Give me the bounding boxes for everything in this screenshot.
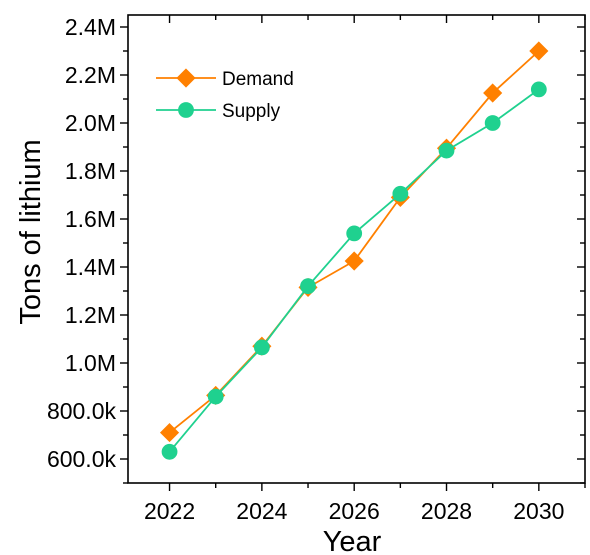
legend-item-demand: Demand (156, 68, 294, 90)
data-point (159, 423, 180, 443)
y-tick-label: 1.6M (65, 206, 116, 232)
y-tick-label: 1.4M (65, 254, 116, 280)
y-tick-label: 2.4M (65, 14, 116, 40)
data-point (344, 251, 364, 271)
legend-label: Demand (222, 69, 294, 90)
y-tick-label: 1.2M (65, 302, 116, 328)
y-tick-label: 2.0M (65, 110, 116, 136)
data-point (161, 443, 178, 460)
y-tick-label: 1.8M (65, 158, 116, 184)
axes: 2022 2024 2026 2028 2030 600.0k 800.0k 1.0M 1.2M… (47, 14, 586, 524)
y-tick-label: 2.2M (65, 62, 116, 88)
data-point (530, 81, 547, 98)
x-tick-label: 2026 (329, 498, 380, 524)
legend-marker (176, 68, 196, 88)
x-tick-label: 2030 (513, 498, 564, 524)
data-point (300, 278, 316, 295)
series-demand (159, 41, 549, 443)
data-point (346, 225, 363, 242)
data-point (529, 41, 549, 61)
y-tick-label: 1.0M (65, 350, 116, 376)
y-axis-title: Tons of lithium (15, 139, 47, 324)
data-point (438, 142, 455, 159)
series-supply (161, 81, 547, 460)
legend-marker (178, 102, 194, 118)
data-point (484, 115, 501, 131)
y-tick-label: 600.0k (47, 446, 117, 472)
data-point (253, 339, 270, 356)
legend-label: Supply (222, 101, 281, 122)
data-point (207, 388, 224, 405)
x-tick-label: 2028 (421, 498, 472, 524)
series-line (168, 88, 540, 453)
data-point (483, 83, 503, 103)
series-layer (159, 41, 549, 460)
data-point (392, 185, 409, 202)
x-tick-label: 2022 (144, 498, 195, 524)
y-tick-label: 800.0k (47, 398, 117, 424)
legend: Demand Supply (156, 68, 294, 122)
legend-item-supply: Supply (156, 101, 281, 122)
x-tick-label: 2024 (236, 498, 287, 524)
x-axis-title: Year (323, 526, 382, 555)
plot-frame (127, 14, 586, 484)
